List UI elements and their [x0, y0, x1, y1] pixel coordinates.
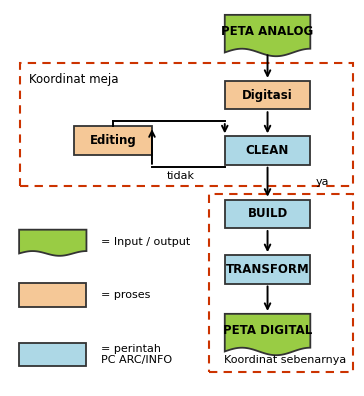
Text: tidak: tidak: [167, 171, 195, 181]
Text: Digitasi: Digitasi: [242, 89, 293, 101]
Text: Editing: Editing: [90, 134, 136, 147]
FancyBboxPatch shape: [225, 136, 310, 165]
FancyBboxPatch shape: [19, 283, 87, 307]
FancyBboxPatch shape: [19, 343, 87, 366]
Text: CLEAN: CLEAN: [246, 144, 289, 157]
Text: Koordinat sebenarnya: Koordinat sebenarnya: [224, 355, 346, 365]
Text: ya: ya: [316, 177, 329, 187]
FancyBboxPatch shape: [225, 255, 310, 284]
Text: BUILD: BUILD: [248, 208, 288, 220]
FancyBboxPatch shape: [74, 126, 152, 155]
Polygon shape: [225, 314, 310, 355]
FancyBboxPatch shape: [225, 81, 310, 109]
Text: Koordinat meja: Koordinat meja: [29, 73, 119, 86]
Text: = proses: = proses: [101, 290, 150, 300]
Polygon shape: [19, 230, 87, 256]
Polygon shape: [225, 15, 310, 56]
Text: PETA ANALOG: PETA ANALOG: [221, 25, 314, 38]
Text: TRANSFORM: TRANSFORM: [226, 263, 309, 276]
Text: = perintah
PC ARC/INFO: = perintah PC ARC/INFO: [101, 344, 172, 365]
FancyBboxPatch shape: [225, 200, 310, 228]
Text: PETA DIGITAL: PETA DIGITAL: [223, 324, 312, 337]
Text: = Input / output: = Input / output: [101, 236, 190, 247]
